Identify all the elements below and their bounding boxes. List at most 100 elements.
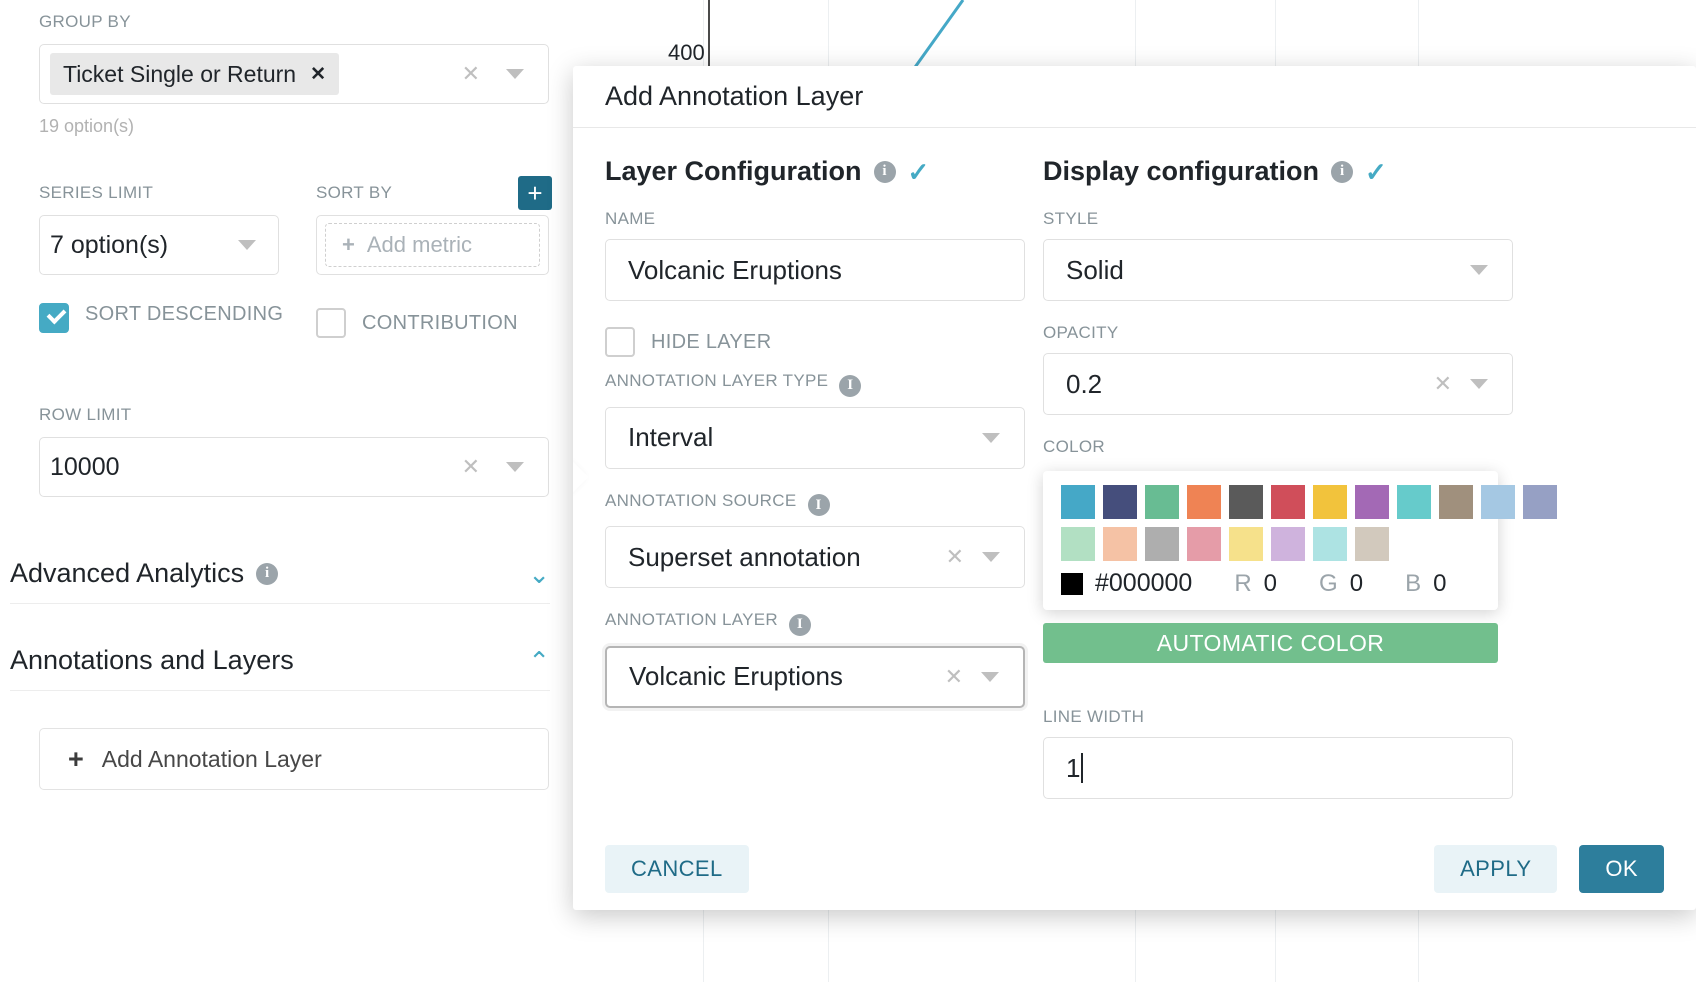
hide-layer-checkbox[interactable] [605, 327, 635, 357]
color-swatch[interactable] [1271, 527, 1305, 561]
blue-value[interactable]: 0 [1433, 569, 1447, 597]
text-cursor [1081, 753, 1084, 783]
group-by-options-count: 19 option(s) [39, 116, 135, 136]
style-value: Solid [1066, 254, 1124, 285]
sort-descending-checkbox[interactable] [39, 303, 69, 333]
line-width-group: LINE WIDTH 1 [1043, 707, 1513, 799]
red-value[interactable]: 0 [1263, 569, 1278, 597]
green-value[interactable]: 0 [1349, 569, 1364, 597]
chevron-down-icon[interactable] [981, 671, 999, 682]
style-label: STYLE [1043, 209, 1099, 228]
apply-button[interactable]: APPLY [1434, 845, 1558, 893]
color-swatch[interactable] [1187, 527, 1221, 561]
color-swatch[interactable] [1187, 485, 1221, 519]
color-swatch[interactable] [1103, 527, 1137, 561]
chevron-down-icon[interactable]: ⌄ [528, 558, 550, 589]
chevron-down-icon[interactable] [982, 432, 1000, 443]
series-limit-label: SERIES LIMIT [39, 183, 154, 202]
group-by-token[interactable]: Ticket Single or Return ✕ [50, 53, 339, 95]
section-advanced-analytics[interactable]: Advanced Analytics i ⌄ [10, 558, 550, 604]
section-annotations-and-layers[interactable]: Annotations and Layers ⌃ [10, 645, 550, 691]
info-icon[interactable]: i [1331, 160, 1354, 183]
add-annotation-layer-button[interactable]: + Add Annotation Layer [39, 728, 549, 790]
color-swatch[interactable] [1313, 527, 1347, 561]
color-swatch[interactable] [1355, 485, 1389, 519]
section-heading-text: Layer Configuration [605, 156, 862, 186]
info-icon[interactable]: i [807, 494, 830, 516]
check-icon: ✓ [1365, 156, 1387, 187]
annotation-layer-type-group: ANNOTATION LAYER TYPE i Interval [605, 371, 1025, 469]
line-width-label: LINE WIDTH [1043, 707, 1145, 726]
info-icon[interactable]: i [256, 562, 279, 585]
cancel-button[interactable]: CANCEL [605, 845, 749, 893]
color-picker-popover[interactable]: #000000 R 0 G 0 B 0 [1043, 471, 1557, 610]
modal-body: Layer Configuration i ✓ NAME Volcanic Er… [573, 128, 1696, 828]
color-hex-value[interactable]: #000000 [1095, 569, 1193, 597]
info-icon[interactable]: i [873, 160, 896, 183]
line-width-input[interactable]: 1 [1043, 737, 1513, 799]
annotation-layer-type-select[interactable]: Interval [605, 406, 1025, 469]
clear-icon[interactable]: ✕ [461, 61, 480, 86]
annotation-layer-type-value: Interval [628, 422, 714, 452]
style-select[interactable]: Solid [1043, 239, 1513, 301]
color-swatch[interactable] [1145, 527, 1179, 561]
chart-series-line [911, 0, 965, 71]
chevron-down-icon[interactable] [506, 69, 524, 79]
clear-icon[interactable]: ✕ [461, 454, 480, 479]
color-swatch[interactable] [1229, 527, 1263, 561]
ok-button[interactable]: OK [1579, 845, 1664, 893]
swatch-row [1061, 485, 1557, 519]
sort-by-field[interactable]: + Add metric [316, 215, 549, 275]
chart-y-tick-label: 400 [668, 40, 705, 65]
automatic-color-button[interactable]: AUTOMATIC COLOR [1043, 623, 1498, 663]
opacity-value: 0.2 [1066, 368, 1103, 399]
name-label: NAME [605, 209, 656, 228]
chevron-down-icon[interactable] [506, 462, 524, 472]
chevron-down-icon[interactable] [1470, 265, 1488, 275]
color-swatch[interactable] [1145, 485, 1179, 519]
add-metric-button[interactable]: + Add metric [325, 223, 540, 267]
chevron-down-icon[interactable] [982, 552, 1000, 562]
color-swatch[interactable] [1271, 485, 1305, 519]
color-swatch[interactable] [1061, 485, 1095, 519]
series-limit-select[interactable]: 7 option(s) [39, 215, 279, 275]
color-label: COLOR [1043, 437, 1105, 456]
add-sort-by-button[interactable]: + [518, 176, 552, 210]
color-swatch[interactable] [1481, 485, 1515, 519]
opacity-select[interactable]: 0.2 ✕ [1043, 353, 1513, 415]
clear-icon[interactable]: ✕ [1433, 371, 1452, 396]
info-icon[interactable]: i [839, 374, 862, 397]
chart-y-axis [708, 0, 710, 70]
row-limit-select[interactable]: 10000 ✕ [39, 437, 549, 497]
line-width-value: 1 [1066, 752, 1081, 783]
color-swatch[interactable] [1061, 527, 1095, 561]
clear-icon[interactable]: ✕ [945, 544, 964, 569]
annotation-source-select[interactable]: Superset annotation ✕ [605, 526, 1025, 588]
color-swatch[interactable] [1229, 485, 1263, 519]
automatic-color-label: AUTOMATIC COLOR [1156, 629, 1385, 656]
swatch-row [1061, 527, 1480, 561]
chevron-down-icon[interactable] [238, 240, 256, 250]
contribution-checkbox[interactable] [316, 308, 346, 338]
name-input[interactable]: Volcanic Eruptions [605, 239, 1025, 301]
chevron-up-icon[interactable]: ⌃ [528, 645, 550, 676]
color-swatch[interactable] [1355, 527, 1389, 561]
red-label: R [1234, 569, 1252, 597]
opacity-group: OPACITY 0.2 ✕ [1043, 323, 1513, 415]
close-icon[interactable]: ✕ [310, 63, 326, 85]
color-swatch[interactable] [1439, 485, 1473, 519]
chevron-down-icon[interactable] [1470, 379, 1488, 389]
group-by-select[interactable]: Ticket Single or Return ✕ ✕ [39, 44, 549, 104]
green-label: G [1319, 569, 1338, 597]
modal-header: Add Annotation Layer [573, 66, 1696, 128]
color-swatch[interactable] [1523, 485, 1557, 519]
color-swatch[interactable] [1103, 485, 1137, 519]
annotation-source-group: ANNOTATION SOURCE i Superset annotation … [605, 491, 1025, 588]
sort-by-label: SORT BY [316, 183, 393, 202]
info-icon[interactable]: i [788, 613, 811, 636]
annotation-layer-select[interactable]: Volcanic Eruptions ✕ [605, 645, 1025, 708]
color-swatch[interactable] [1313, 485, 1347, 519]
clear-icon[interactable]: ✕ [944, 663, 963, 689]
color-swatch[interactable] [1397, 485, 1431, 519]
